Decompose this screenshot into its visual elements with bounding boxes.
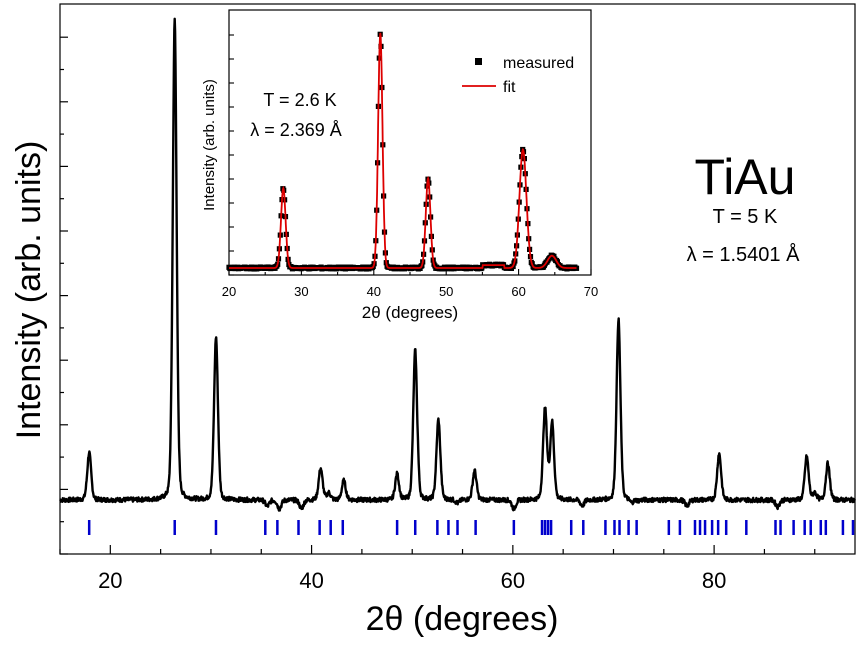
inset-y-axis-label: Intensity (arb. units): [201, 79, 218, 211]
main-x-ticks: 20 40 60 80: [59, 545, 816, 593]
main-x-tick-label: 20: [98, 568, 122, 593]
inset-temperature-label: T = 2.6 K: [263, 90, 336, 110]
inset-x-tick-label: 70: [584, 284, 598, 299]
inset-x-tick-label: 40: [367, 284, 381, 299]
inset-background: [228, 9, 592, 276]
main-x-tick-label: 80: [702, 568, 726, 593]
inset-x-tick-label: 20: [222, 284, 236, 299]
main-pattern-line: [59, 17, 856, 512]
compound-label: TiAu: [695, 149, 796, 205]
inset-x-ticks: 20 30 40 50 60 70: [222, 269, 598, 299]
inset-y-ticks: [229, 34, 234, 276]
inset-chart: 20 30 40 50 60 70 2θ (degrees) Intensity (arb…: [201, 9, 598, 322]
main-plot-frame: [59, 3, 856, 555]
legend-fit-label: fit: [503, 79, 516, 96]
legend-measured-label: measured: [503, 55, 574, 72]
main-y-ticks: [60, 36, 68, 555]
inset-x-tick-label: 50: [439, 284, 453, 299]
inset-fit-line: [229, 32, 577, 269]
inset-x-tick-label: 30: [294, 284, 308, 299]
inset-x-tick-label: 60: [511, 284, 525, 299]
bragg-tick-marks: [87, 520, 855, 535]
legend-measured-marker: [475, 58, 482, 65]
main-x-axis-label: 2θ (degrees): [366, 600, 559, 638]
inset-x-axis-label: 2θ (degrees): [362, 303, 458, 322]
main-y-axis-label: Intensity (arb. units): [10, 141, 48, 440]
main-temperature-label: T = 5 K: [713, 206, 778, 228]
main-x-tick-label: 40: [299, 568, 323, 593]
main-x-tick-label: 60: [501, 568, 525, 593]
inset-wavelength-label: λ = 2.369 Å: [250, 120, 342, 140]
main-wavelength-label: λ = 1.5401 Å: [687, 243, 801, 266]
